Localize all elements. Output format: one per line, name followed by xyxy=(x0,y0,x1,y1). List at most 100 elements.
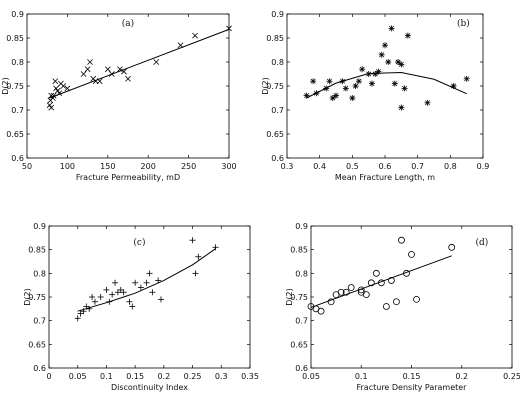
data-point xyxy=(377,279,385,287)
y-tick-label: 0.75 xyxy=(6,82,24,91)
data-point xyxy=(391,80,398,87)
data-point xyxy=(108,71,115,77)
y-tick-label: 0.6 xyxy=(33,364,46,373)
panel-tag: (a) xyxy=(122,18,134,29)
data-point xyxy=(393,298,400,306)
y-tick-label: 0.75 xyxy=(28,293,46,302)
y-tick-label: 0.65 xyxy=(290,340,308,349)
data-point xyxy=(398,236,405,244)
data-point xyxy=(157,296,164,303)
y-tick-label: 0.85 xyxy=(266,34,284,43)
x-tick-label: 0.15 xyxy=(126,372,144,381)
fit-line xyxy=(310,255,452,308)
y-tick-label: 0.6 xyxy=(11,154,24,163)
y-tick-label: 0.7 xyxy=(295,317,308,326)
x-tick-label: 150 xyxy=(100,162,115,171)
data-point xyxy=(212,244,219,251)
x-tick-label: 0.25 xyxy=(184,372,202,381)
x-tick-label: 0.35 xyxy=(241,372,259,381)
x-tick-label: 0.3 xyxy=(215,372,228,381)
x-tick-label: 200 xyxy=(141,162,156,171)
x-tick-label: 0.3 xyxy=(281,162,294,171)
x-tick-label: 0.4 xyxy=(313,162,326,171)
y-tick-label: 0.6 xyxy=(295,364,308,373)
y-tick-label: 0.75 xyxy=(266,82,284,91)
x-tick-label: 300 xyxy=(221,162,236,171)
y-tick-label: 0.85 xyxy=(28,246,46,255)
chart-panel-2: 0.3 0.4 0.5 0.6 0.7 0.8 0.9 0.6 0.65 0.7 0.75 0.8 0.… xyxy=(261,10,489,182)
data-point xyxy=(192,270,199,277)
data-point xyxy=(195,253,202,260)
y-tick-label: 0.7 xyxy=(271,106,284,115)
y-tick-label: 0.9 xyxy=(295,222,308,231)
x-tick-label: 250 xyxy=(181,162,196,171)
data-point xyxy=(121,68,127,75)
data-point xyxy=(97,294,104,300)
data-point xyxy=(117,66,123,73)
data-point xyxy=(89,294,96,300)
data-point xyxy=(367,279,375,287)
y-tick-label: 0.65 xyxy=(266,130,284,139)
data-point xyxy=(52,78,59,85)
data-point xyxy=(450,83,457,89)
y-tick-label: 0.9 xyxy=(271,10,284,19)
x-tick-label: 100 xyxy=(60,162,75,171)
panel-tag: (b) xyxy=(457,18,470,29)
data-point xyxy=(382,42,388,49)
data-point xyxy=(80,71,87,77)
y-tick-label: 0.8 xyxy=(11,58,24,67)
data-point xyxy=(192,32,198,39)
data-point xyxy=(333,92,339,99)
data-point xyxy=(352,83,359,89)
data-point xyxy=(56,90,63,97)
data-point xyxy=(143,279,150,286)
chart-panel-4: 0.05 0.1 0.15 0.2 0.25 0.6 0.65 0.7 0.75 0.8 0.85 0… xyxy=(285,222,520,392)
data-point xyxy=(448,243,456,251)
data-point xyxy=(347,284,355,291)
x-tick-label: 0.1 xyxy=(355,372,368,381)
x-tick-label: 0.5 xyxy=(346,162,359,171)
data-point xyxy=(86,305,93,312)
data-point xyxy=(387,277,395,284)
x-tick-label: 0.6 xyxy=(379,162,392,171)
data-point xyxy=(372,269,380,277)
data-point xyxy=(408,250,415,258)
data-point xyxy=(64,85,71,92)
data-point xyxy=(60,83,67,89)
data-point xyxy=(398,104,405,111)
data-point xyxy=(337,288,345,296)
x-axis-label: Fracture Density Parameter xyxy=(357,383,468,392)
y-tick-label: 0.8 xyxy=(295,269,308,278)
data-point xyxy=(372,71,379,77)
x-axis-label: Discontinuity Index xyxy=(111,383,188,392)
panel-tag: (d) xyxy=(475,237,488,248)
data-point xyxy=(120,289,127,296)
data-point xyxy=(153,59,160,65)
data-point xyxy=(96,78,103,85)
data-point xyxy=(109,291,116,298)
x-tick-label: 0.1 xyxy=(100,372,113,381)
y-tick-label: 0.6 xyxy=(271,154,284,163)
data-point xyxy=(313,90,320,97)
y-tick-label: 0.9 xyxy=(11,10,24,19)
fit-line xyxy=(306,72,467,99)
data-point xyxy=(112,279,119,286)
data-point xyxy=(132,279,139,286)
y-tick-label: 0.65 xyxy=(28,340,46,349)
y-tick-label: 0.7 xyxy=(33,317,46,326)
y-axis-label: D(2) xyxy=(285,288,294,306)
data-point xyxy=(365,71,372,77)
x-tick-label: 0.05 xyxy=(302,372,320,381)
data-point xyxy=(80,308,87,315)
data-point xyxy=(403,269,410,277)
data-point xyxy=(404,32,411,39)
y-tick-label: 0.8 xyxy=(271,58,284,67)
x-axis-label: Fracture Permeability, mD xyxy=(76,173,180,182)
data-point xyxy=(349,95,356,101)
x-tick-label: 0.2 xyxy=(455,372,468,381)
chart-panel-3: 0 0.05 0.1 0.15 0.2 0.25 0.3 0.35 0.6 0.65 0.7 0.75… xyxy=(23,222,259,392)
y-tick-label: 0.75 xyxy=(290,293,308,302)
y-tick-label: 0.8 xyxy=(33,269,46,278)
data-point xyxy=(91,298,98,305)
